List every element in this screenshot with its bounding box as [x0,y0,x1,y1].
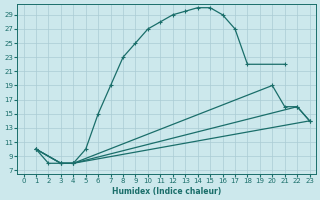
X-axis label: Humidex (Indice chaleur): Humidex (Indice chaleur) [112,187,221,196]
